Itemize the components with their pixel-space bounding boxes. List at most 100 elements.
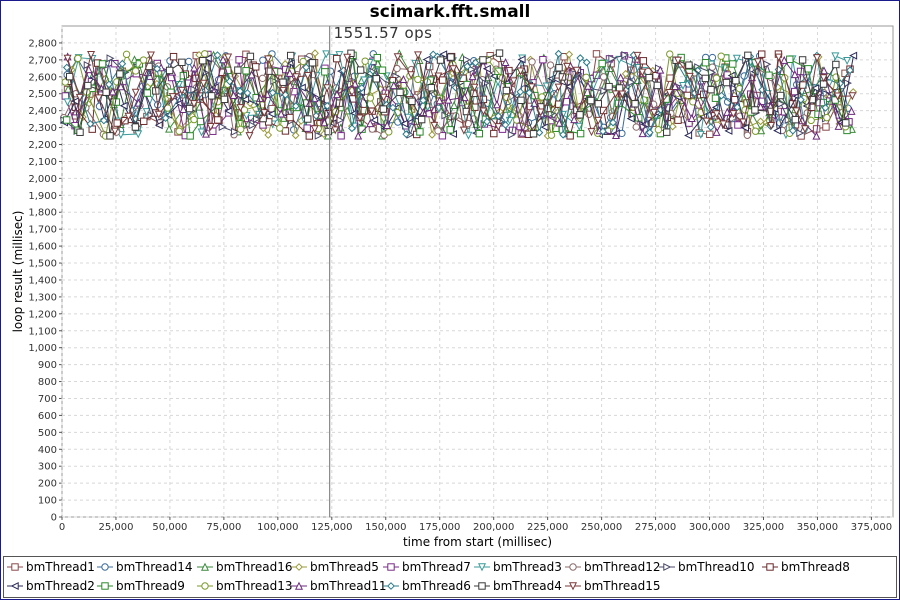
data-point	[758, 85, 767, 94]
data-point	[438, 132, 447, 140]
data-point	[501, 58, 510, 67]
data-point	[724, 126, 733, 135]
data-point	[102, 88, 110, 96]
chart-legend: bmThread1 bmThread14 bmThread16 bmThread5 bm…	[3, 556, 897, 598]
data-point	[135, 60, 144, 68]
legend-item-bmThread7: bmThread7	[383, 558, 471, 576]
data-point	[175, 127, 183, 135]
legend-marker-icon	[474, 582, 490, 590]
data-point	[279, 86, 288, 95]
legend-marker-icon	[383, 563, 399, 571]
data-point	[75, 93, 84, 102]
legend-marker	[101, 582, 109, 590]
legend-label: bmThread14	[116, 560, 193, 574]
data-point	[798, 56, 807, 64]
data-point	[439, 76, 447, 84]
data-point	[555, 118, 564, 127]
legend-marker-icon	[659, 562, 675, 572]
data-point	[343, 53, 352, 62]
x-tick-label: 375,000	[851, 522, 892, 533]
legend-label: bmThread4	[493, 579, 562, 593]
data-point	[214, 116, 222, 124]
data-point	[616, 73, 625, 82]
legend-label: bmThread3	[493, 560, 562, 574]
data-point	[402, 130, 411, 139]
data-point	[84, 81, 92, 90]
data-point	[706, 123, 715, 132]
data-point	[717, 91, 726, 100]
data-point	[385, 128, 393, 136]
legend-marker-icon	[97, 563, 113, 571]
data-point	[302, 63, 311, 72]
data-point	[833, 92, 842, 101]
data-point	[717, 52, 725, 60]
data-point	[389, 81, 398, 90]
legend-marker	[11, 563, 19, 571]
legend-label: bmThread7	[402, 560, 471, 574]
data-point	[464, 131, 473, 140]
data-point	[234, 66, 242, 74]
data-point	[399, 74, 408, 84]
data-point	[751, 106, 759, 114]
legend-item-bmThread1: bmThread1	[7, 558, 95, 576]
legend-label: bmThread11	[310, 579, 387, 593]
data-point	[621, 86, 630, 95]
legend-marker	[10, 581, 19, 591]
y-tick-label: 800	[38, 377, 57, 388]
data-point	[463, 55, 472, 64]
data-point	[229, 90, 238, 99]
data-point	[483, 117, 491, 126]
y-tick-label: 2,300	[28, 123, 57, 134]
data-point	[416, 128, 424, 136]
data-point	[199, 79, 208, 88]
data-point	[546, 61, 555, 69]
data-point	[674, 56, 683, 65]
data-point	[729, 110, 738, 119]
data-point	[583, 81, 592, 90]
legend-label: bmThread10	[678, 560, 755, 574]
data-point	[744, 51, 752, 60]
data-point	[61, 78, 69, 86]
y-tick-label: 1,500	[28, 259, 57, 270]
data-point	[65, 72, 74, 81]
data-point	[225, 77, 234, 86]
data-point	[819, 74, 828, 83]
data-point	[555, 100, 563, 108]
data-point	[267, 109, 276, 118]
data-point	[846, 66, 854, 75]
data-point	[712, 127, 721, 136]
data-point	[638, 68, 647, 77]
legend-marker	[477, 563, 487, 572]
legend-marker-icon	[762, 563, 778, 571]
data-point	[407, 71, 416, 80]
legend-marker-icon	[197, 562, 213, 571]
data-point	[111, 60, 119, 68]
data-point	[62, 63, 71, 72]
data-point	[218, 122, 227, 131]
data-point	[241, 95, 250, 104]
data-point	[63, 54, 72, 63]
data-point	[428, 130, 436, 139]
data-point	[507, 130, 516, 139]
data-point	[690, 89, 699, 97]
series-line	[69, 51, 847, 136]
data-point	[337, 132, 345, 140]
x-tick-label: 125,000	[311, 522, 352, 533]
legend-marker	[295, 563, 303, 571]
data-point	[154, 121, 163, 130]
data-point	[516, 67, 525, 76]
data-point	[311, 49, 319, 58]
y-tick-label: 900	[38, 360, 57, 371]
data-point	[800, 125, 809, 134]
data-point	[621, 50, 630, 60]
x-tick-label: 75,000	[206, 522, 241, 533]
chart-title: scimark.fft.small	[369, 2, 531, 22]
data-point	[243, 89, 252, 97]
data-point	[813, 54, 822, 63]
x-tick-label: 350,000	[797, 522, 838, 533]
data-point	[372, 75, 381, 83]
data-point	[632, 123, 640, 131]
legend-item-bmThread11: bmThread11	[291, 577, 387, 595]
data-point	[599, 73, 608, 81]
data-point	[796, 95, 805, 104]
